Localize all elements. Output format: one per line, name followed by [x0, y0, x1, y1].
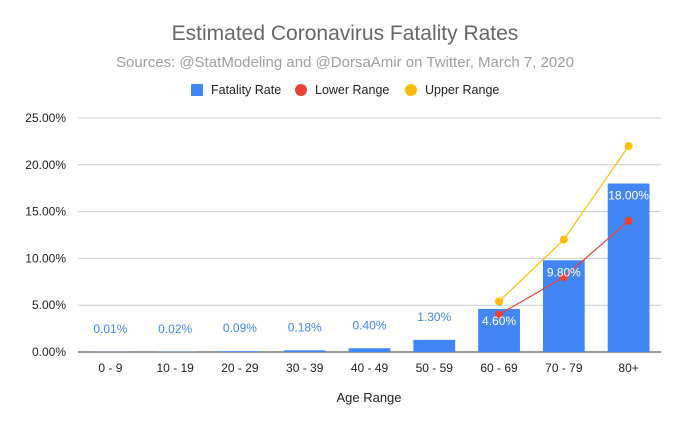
- y-tick-label: 0.00%: [32, 345, 66, 359]
- upper-range-point-80: [624, 142, 633, 151]
- bar-40-49: [348, 348, 391, 352]
- legend: Fatality Rate Lower Range Upper Range: [191, 83, 499, 97]
- legend-label-upper-range: Upper Range: [425, 83, 499, 97]
- bar-20-29: [219, 351, 261, 352]
- upper-range-point-70-79: [559, 235, 568, 244]
- x-axis: 0 - 9 10 - 19 20 - 29 30 - 39 40 - 49 50 - 59…: [98, 361, 638, 375]
- x-axis-title: Age Range: [336, 390, 401, 405]
- data-label: 0.01%: [93, 322, 127, 336]
- x-tick-label: 70 - 79: [545, 361, 583, 375]
- bar-30-39: [283, 350, 326, 352]
- x-tick-label: 10 - 19: [156, 361, 194, 375]
- y-tick-label: 15.00%: [25, 205, 66, 219]
- bar-80: [607, 183, 650, 352]
- y-tick-label: 5.00%: [32, 298, 66, 312]
- lower-range-point-60-69: [495, 310, 504, 319]
- legend-label-lower-range: Lower Range: [315, 83, 389, 97]
- bar-50-59: [413, 339, 456, 352]
- x-tick-label: 50 - 59: [416, 361, 454, 375]
- x-tick-label: 80+: [618, 361, 638, 375]
- range-lines: [495, 142, 633, 319]
- data-label: 0.40%: [352, 318, 386, 332]
- data-label: 9.80%: [547, 265, 581, 279]
- lower-range-point-80: [624, 216, 633, 225]
- data-labels: 0.01% 0.02% 0.09% 0.18% 0.40% 1.30% 4.60% 9.80%…: [93, 189, 649, 336]
- lower-range-point-70-79: [559, 273, 568, 282]
- data-label: 1.30%: [417, 310, 451, 324]
- legend-swatch-upper-range: [405, 84, 417, 96]
- x-tick-label: 20 - 29: [221, 361, 259, 375]
- data-label: 0.18%: [288, 320, 322, 334]
- data-label: 4.60%: [482, 314, 516, 328]
- x-tick-label: 30 - 39: [286, 361, 324, 375]
- y-tick-label: 25.00%: [25, 111, 66, 125]
- data-label: 18.00%: [608, 189, 649, 203]
- y-tick-label: 20.00%: [25, 158, 66, 172]
- data-label: 0.09%: [223, 321, 257, 335]
- chart-subtitle: Sources: @StatModeling and @DorsaAmir on…: [116, 54, 574, 71]
- x-tick-label: 0 - 9: [98, 361, 122, 375]
- legend-swatch-fatality-rate: [191, 84, 203, 96]
- legend-swatch-lower-range: [295, 84, 307, 96]
- upper-range-point-60-69: [495, 297, 504, 306]
- chart-title: Estimated Coronavirus Fatality Rates: [172, 22, 519, 45]
- y-axis: 0.00% 5.00% 10.00% 15.00% 20.00% 25.00%: [25, 111, 66, 359]
- x-tick-label: 40 - 49: [351, 361, 389, 375]
- y-tick-label: 10.00%: [25, 251, 66, 265]
- legend-label-fatality-rate: Fatality Rate: [211, 83, 281, 97]
- x-tick-label: 60 - 69: [480, 361, 518, 375]
- data-label: 0.02%: [158, 322, 192, 336]
